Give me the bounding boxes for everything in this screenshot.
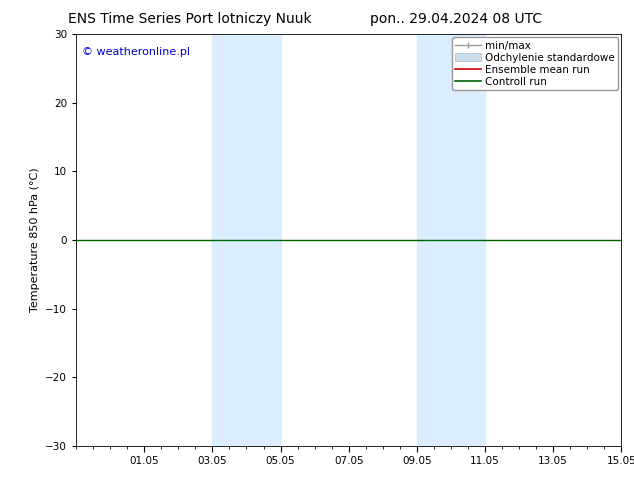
Text: ENS Time Series Port lotniczy Nuuk: ENS Time Series Port lotniczy Nuuk: [68, 12, 312, 26]
Bar: [417, 34, 485, 446]
Text: pon.. 29.04.2024 08 UTC: pon.. 29.04.2024 08 UTC: [370, 12, 543, 26]
Text: © weatheronline.pl: © weatheronline.pl: [82, 47, 190, 57]
Bar: [212, 34, 280, 446]
Y-axis label: Temperature 850 hPa (°C): Temperature 850 hPa (°C): [30, 168, 39, 313]
Legend: min/max, Odchylenie standardowe, Ensemble mean run, Controll run: min/max, Odchylenie standardowe, Ensembl…: [452, 37, 618, 90]
